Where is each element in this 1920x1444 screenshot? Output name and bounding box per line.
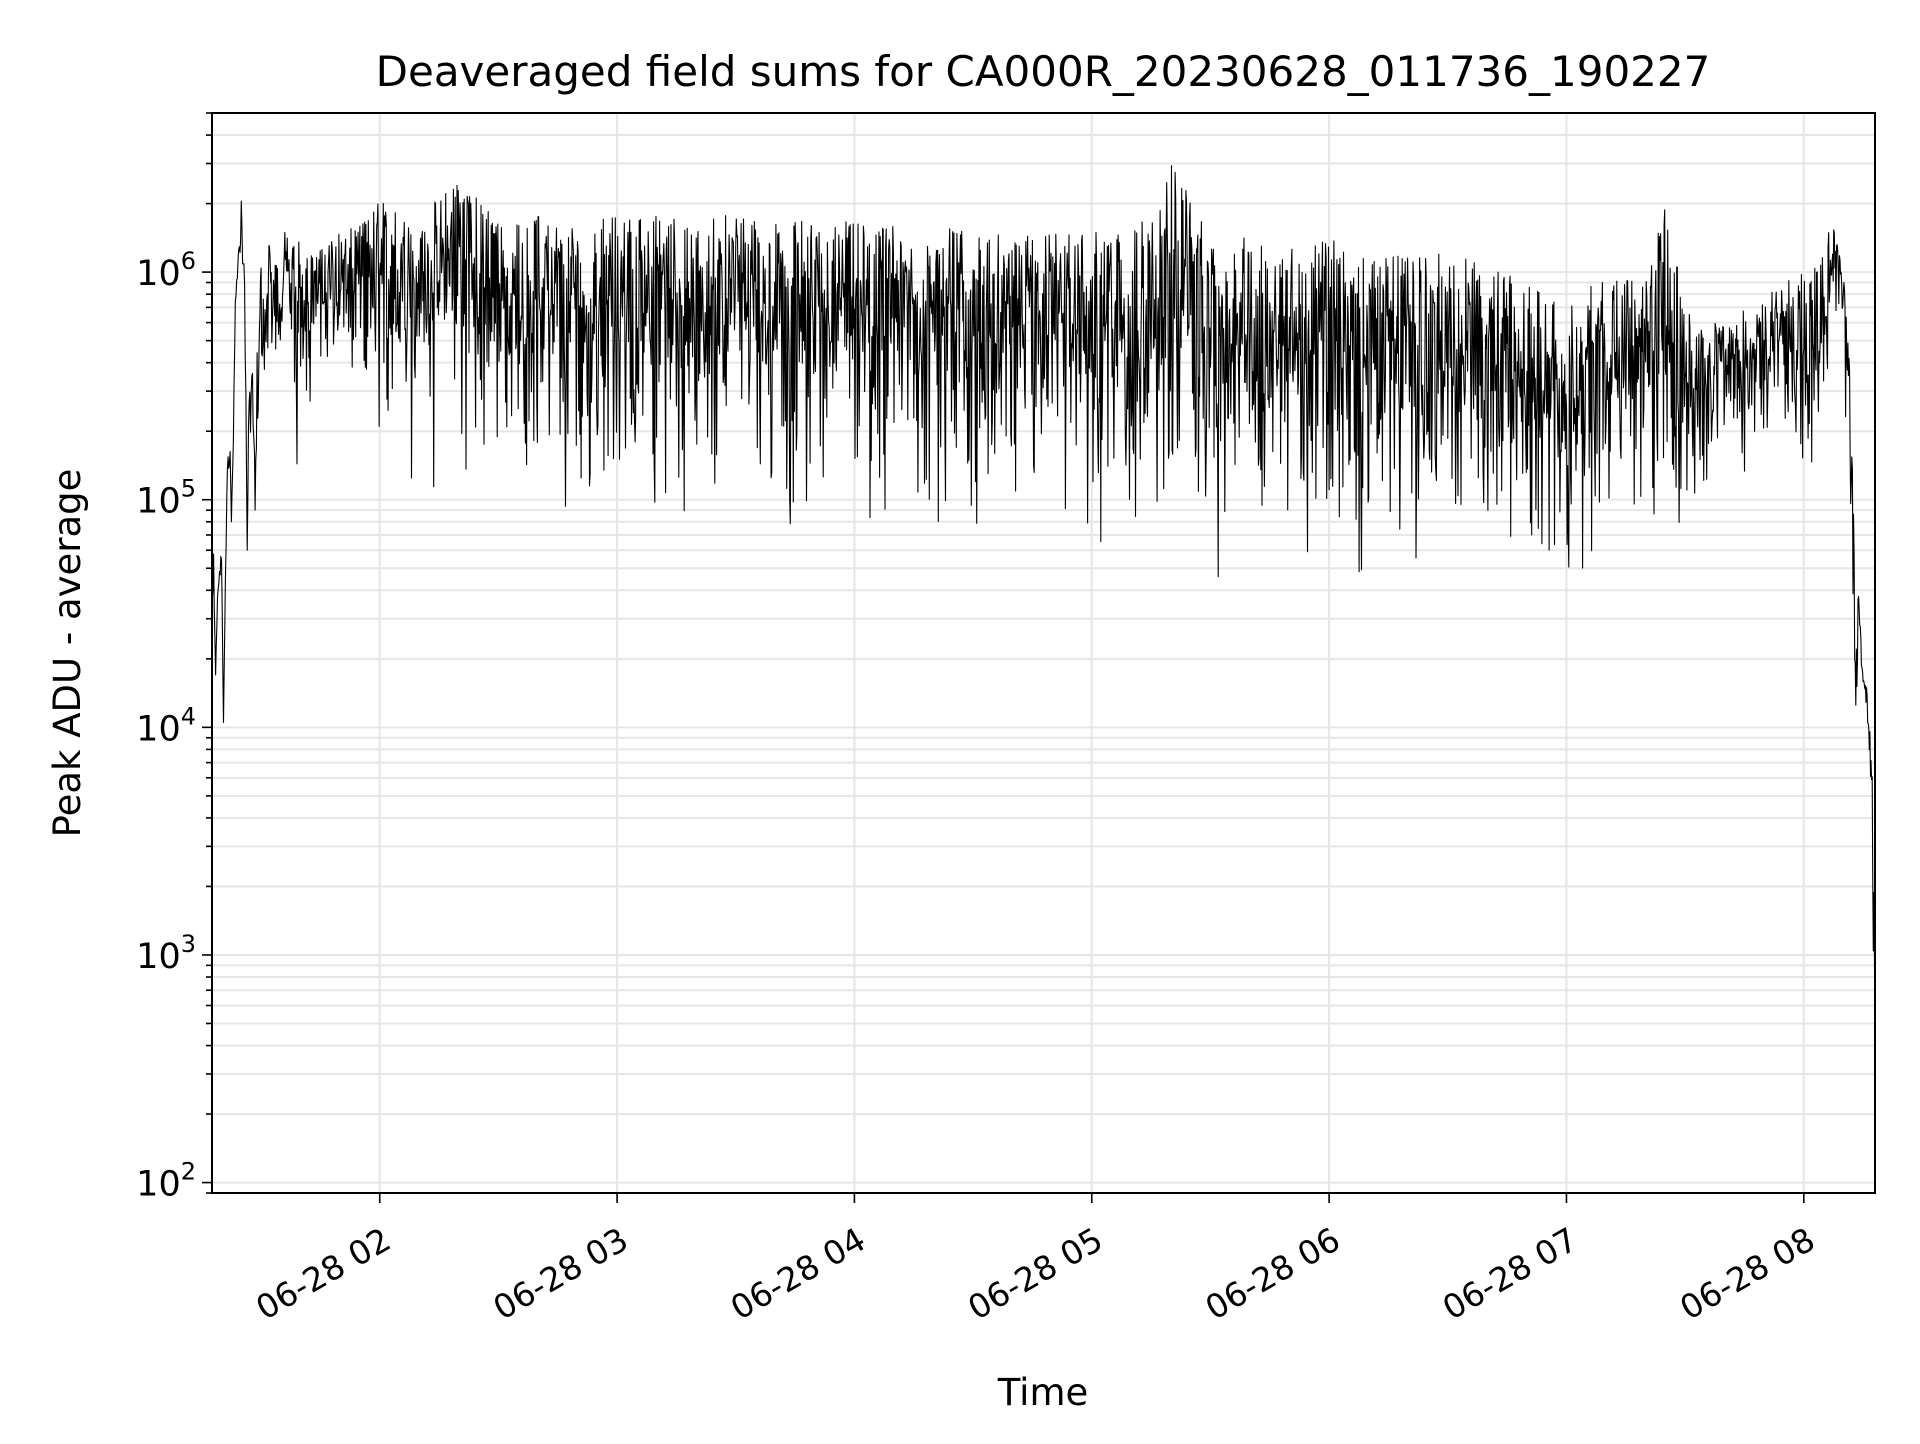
y-tick-label: 103 [136,930,196,977]
y-tick-label: 105 [136,475,196,522]
series-line [211,165,1876,1075]
plot-frame [211,112,1876,1194]
y-tick-label: 102 [136,1158,196,1205]
data-series [211,165,1876,1075]
y-axis-label: Peak ADU - average [46,469,89,838]
grid [212,112,1875,1194]
x-axis-label: Time [997,1371,1089,1414]
y-tick-label: 106 [136,247,196,294]
chart-title: Deaveraged field sums for CA000R_2023062… [376,47,1711,96]
y-tick-label: 104 [136,702,196,749]
